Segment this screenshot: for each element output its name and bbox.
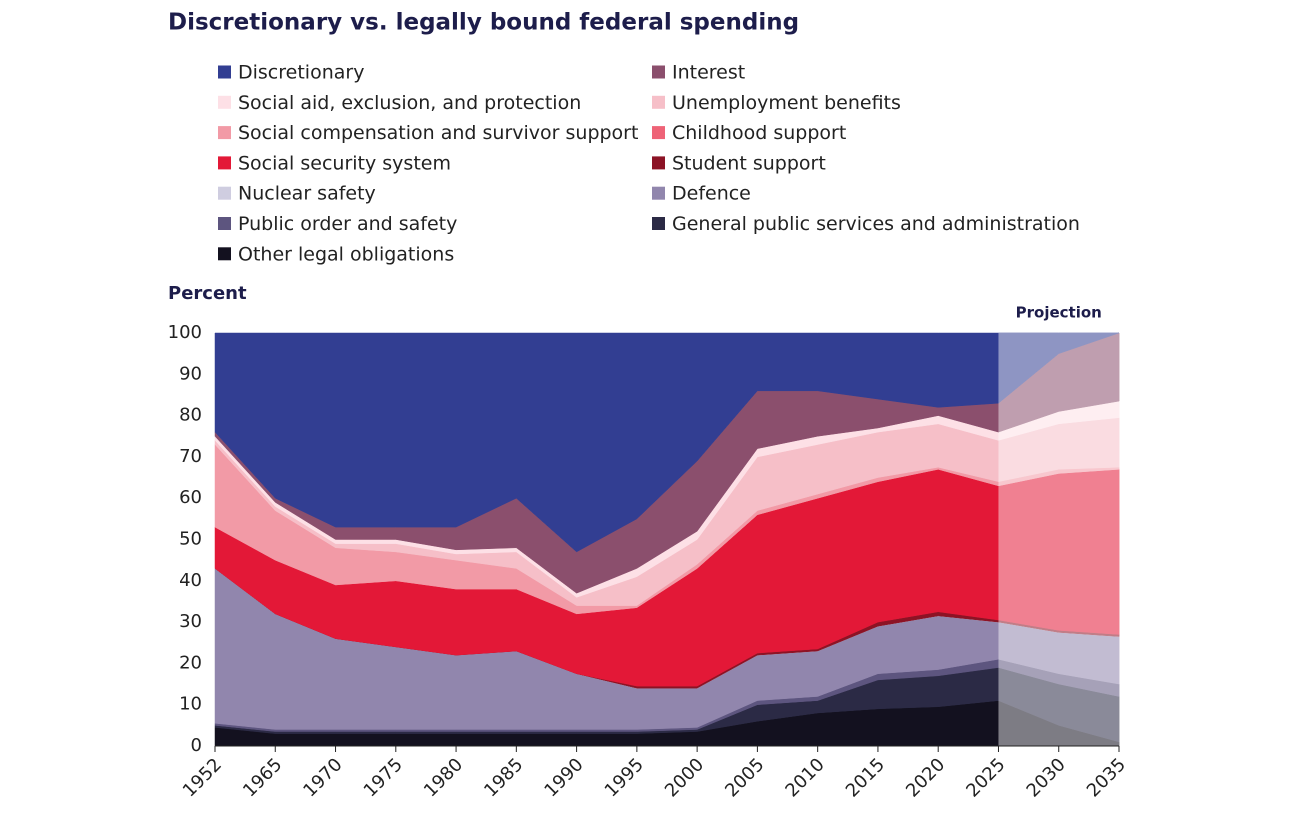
legend-swatch bbox=[652, 126, 665, 140]
x-tick-label: 1995 bbox=[601, 754, 648, 801]
x-tick-label: 1965 bbox=[239, 754, 286, 801]
legend-swatch bbox=[652, 95, 665, 109]
x-tick-label: 2005 bbox=[721, 754, 768, 801]
legend-swatch bbox=[218, 65, 231, 79]
x-tick-label: 2015 bbox=[842, 754, 889, 801]
legend-label: Other legal obligations bbox=[238, 243, 454, 265]
y-tick-label: 90 bbox=[179, 363, 202, 384]
y-tick-label: 40 bbox=[179, 570, 202, 591]
legend-label: Social compensation and survivor support bbox=[238, 122, 638, 144]
legend-swatch bbox=[218, 95, 231, 109]
legend-label: General public services and administrati… bbox=[672, 213, 1080, 235]
chart-title: Discretionary vs. legally bound federal … bbox=[168, 10, 799, 36]
legend-label: Public order and safety bbox=[238, 213, 457, 235]
legend-swatch bbox=[218, 247, 231, 261]
legend-label: Childhood support bbox=[672, 122, 846, 144]
legend-swatch bbox=[652, 217, 665, 230]
legend-label: Nuclear safety bbox=[238, 183, 376, 205]
y-tick-label: 100 bbox=[168, 322, 202, 343]
y-tick-label: 0 bbox=[191, 735, 202, 756]
y-tick-label: 20 bbox=[179, 652, 202, 673]
x-tick-label: 1990 bbox=[540, 754, 587, 801]
legend-label: Interest bbox=[672, 62, 745, 84]
legend-label: Discretionary bbox=[238, 62, 364, 84]
x-tick-label: 2000 bbox=[661, 754, 708, 801]
legend-label: Social security system bbox=[238, 152, 451, 174]
x-tick-label: 2025 bbox=[962, 754, 1009, 801]
y-tick-label: 70 bbox=[179, 446, 202, 467]
legend-label: Unemployment benefits bbox=[672, 92, 901, 114]
x-tick-label: 1970 bbox=[299, 754, 346, 801]
x-tick-label: 1980 bbox=[420, 754, 467, 801]
x-tick-label: 1985 bbox=[480, 754, 527, 801]
y-axis-label: Percent bbox=[168, 283, 247, 304]
projection-label: Projection bbox=[1016, 304, 1102, 322]
y-tick-label: 10 bbox=[179, 694, 202, 715]
x-tick-label: 2030 bbox=[1023, 754, 1070, 801]
legend-label: Student support bbox=[672, 152, 826, 174]
area bbox=[214, 332, 1120, 553]
x-tick-label: 2010 bbox=[781, 754, 828, 801]
x-tick-label: 1952 bbox=[179, 754, 226, 801]
x-tick-label: 1975 bbox=[360, 754, 407, 801]
y-tick-label: 80 bbox=[179, 405, 202, 426]
x-tick-label: 2020 bbox=[902, 754, 949, 801]
legend-swatch bbox=[218, 217, 231, 230]
legend-swatch bbox=[652, 65, 665, 79]
legend-swatch bbox=[218, 156, 231, 170]
x-tick-label: 2035 bbox=[1083, 754, 1130, 801]
y-tick-label: 60 bbox=[179, 487, 202, 508]
legend-label: Defence bbox=[672, 183, 751, 205]
legend-swatch bbox=[218, 186, 231, 200]
legend-swatch bbox=[652, 186, 665, 200]
y-tick-label: 30 bbox=[179, 611, 202, 632]
legend-swatch bbox=[652, 156, 665, 170]
projection-overlay bbox=[998, 333, 1119, 746]
legend-label: Social aid, exclusion, and protection bbox=[238, 92, 581, 114]
legend-swatch bbox=[218, 126, 231, 140]
y-tick-label: 50 bbox=[179, 529, 202, 550]
